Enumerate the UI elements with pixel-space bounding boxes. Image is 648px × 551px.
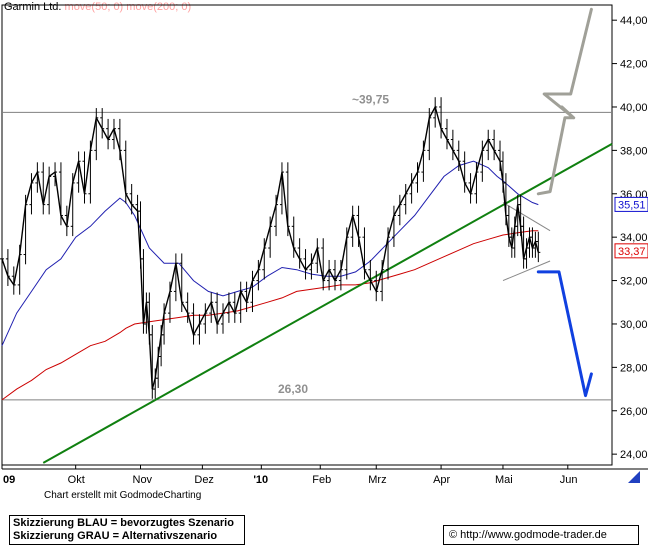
price-bar-72 xyxy=(397,194,402,226)
scenario-blue-path xyxy=(536,270,593,398)
price-bar-16 xyxy=(94,108,99,161)
price-bar-14 xyxy=(82,151,87,204)
price-bar-0 xyxy=(0,249,4,269)
scroll-arrow-icon xyxy=(628,471,640,483)
copyright-icon: © xyxy=(449,529,458,541)
price-bar-7 xyxy=(41,162,46,215)
price-tag-box-0 xyxy=(614,196,648,212)
chart-credit: Chart erstellt mit GodmodeCharting xyxy=(44,490,202,501)
y-tick-label-4: 32,00 xyxy=(620,276,648,288)
price-bar-41 xyxy=(215,292,220,334)
price-tag-0: 35,51 xyxy=(618,199,646,211)
source-url[interactable]: http://www.godmode-trader.de xyxy=(460,529,607,541)
y-tick-label-7: 38,00 xyxy=(620,145,648,157)
price-bar-60 xyxy=(327,259,332,291)
y-tick-label-5: 34,00 xyxy=(620,232,648,244)
level-label-1: 26,30 xyxy=(278,382,308,396)
x-tick-label-5: Feb xyxy=(312,474,331,486)
price-bar-102 xyxy=(536,231,541,263)
triangle-upper-line xyxy=(502,202,551,232)
source-url-box[interactable]: © http://www.godmode-trader.de xyxy=(443,525,639,545)
price-bar-57 xyxy=(309,253,314,280)
price-bars xyxy=(0,97,541,399)
x-tick-label-0: 09 xyxy=(3,474,15,486)
symbol-name: Garmin Ltd. xyxy=(4,1,62,13)
price-bar-45 xyxy=(238,281,243,323)
y-tick-label-9: 42,00 xyxy=(620,59,648,71)
price-close-line xyxy=(1,105,539,390)
price-bar-81 xyxy=(450,129,455,161)
x-tick-label-8: Mai xyxy=(495,474,513,486)
x-tick-label-2: Nov xyxy=(133,474,153,486)
x-tick-label-9: Jun xyxy=(560,474,578,486)
price-bar-88 xyxy=(492,129,497,161)
y-tick-label-0: 24,00 xyxy=(620,449,648,461)
price-bar-64 xyxy=(350,205,355,247)
x-tick-label-6: Mrz xyxy=(368,474,386,486)
x-tick-label-4: '10 xyxy=(253,474,268,486)
price-bar-80 xyxy=(444,118,449,150)
ma-line-200 xyxy=(1,230,539,401)
price-bar-59 xyxy=(321,238,326,291)
price-bar-87 xyxy=(486,129,491,161)
y-tick-label-2: 28,00 xyxy=(620,362,648,374)
level-label-0: ~39,75 xyxy=(352,92,389,106)
price-bar-67 xyxy=(368,259,373,291)
price-bar-43 xyxy=(226,292,231,323)
indicator-ma200-label: move(200; 0) xyxy=(126,1,192,13)
y-tick-label-3: 30,00 xyxy=(620,319,648,331)
price-bar-56 xyxy=(303,249,308,280)
price-tag-box-1 xyxy=(614,243,648,259)
triangle-lower-line xyxy=(502,260,551,282)
legend-blue-text: Skizzierung BLAU = bevorzugtes Szenario xyxy=(13,517,234,529)
x-tick-label-7: Apr xyxy=(433,474,450,486)
price-bar-8 xyxy=(47,166,52,215)
legend-grey-text: Skizzierung GRAU = Alternativszenario xyxy=(13,530,218,542)
price-bar-39 xyxy=(203,303,208,334)
scenario-legend: Skizzierung BLAU = bevorzugtes Szenario … xyxy=(9,515,245,545)
price-bar-42 xyxy=(221,303,226,334)
price-bar-38 xyxy=(197,314,202,345)
chart-header: Garmin Ltd. move(50; 0) move(200; 0) xyxy=(4,1,191,13)
x-tick-label-3: Dez xyxy=(194,474,214,486)
price-bar-55 xyxy=(297,238,302,269)
x-tick-label-1: Okt xyxy=(68,474,85,486)
price-bar-1 xyxy=(5,249,10,286)
price-bar-37 xyxy=(191,303,196,345)
y-tick-label-10: 44,00 xyxy=(620,15,648,27)
price-tag-1: 33,37 xyxy=(618,246,646,258)
ma-line-50 xyxy=(1,160,539,346)
y-tick-label-1: 26,00 xyxy=(620,406,648,418)
price-bar-18 xyxy=(106,118,111,150)
price-bar-34 xyxy=(173,253,178,302)
price-bar-73 xyxy=(403,184,408,215)
plot-frame xyxy=(1,4,613,466)
y-tick-label-8: 40,00 xyxy=(620,102,648,114)
support-trendline xyxy=(42,142,613,464)
price-bar-74 xyxy=(409,173,414,204)
indicator-ma50-label: move(50; 0) xyxy=(64,1,124,13)
scenario-grey-path xyxy=(536,7,593,196)
